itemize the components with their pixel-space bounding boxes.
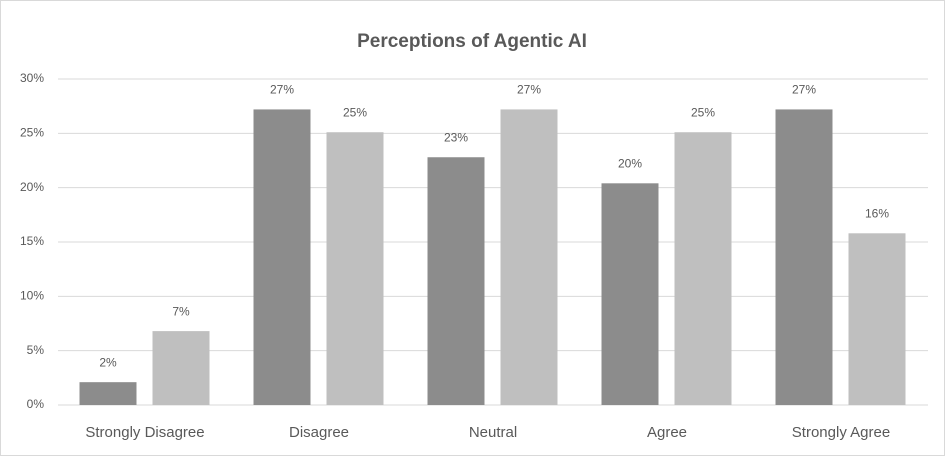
- x-tick-label: Agree: [647, 424, 687, 441]
- y-tick-label: 5%: [27, 343, 45, 357]
- value-label: 27%: [792, 83, 816, 97]
- x-tick-label: Strongly Disagree: [85, 424, 204, 441]
- y-tick-label: 0%: [27, 397, 45, 411]
- y-tick-label: 10%: [20, 289, 44, 303]
- value-label: 16%: [865, 206, 889, 220]
- bar: [674, 132, 732, 405]
- bar: [848, 233, 906, 405]
- y-tick-label: 20%: [20, 180, 44, 194]
- value-label: 25%: [343, 105, 367, 119]
- value-label: 27%: [517, 83, 541, 97]
- value-label: 2%: [99, 355, 117, 369]
- bar: [775, 109, 833, 405]
- value-label: 23%: [444, 130, 468, 144]
- y-tick-label: 30%: [20, 71, 44, 85]
- bar: [427, 157, 485, 405]
- y-tick-label: 25%: [20, 126, 44, 140]
- x-tick-label: Strongly Agree: [792, 424, 890, 441]
- y-tick-label: 15%: [20, 234, 44, 248]
- x-tick-label: Disagree: [289, 424, 349, 441]
- bar: [326, 132, 384, 405]
- bar: [152, 331, 210, 405]
- value-label: 7%: [172, 304, 190, 318]
- bar: [500, 109, 558, 405]
- value-label: 27%: [270, 83, 294, 97]
- chart-title: Perceptions of Agentic AI: [357, 31, 587, 52]
- value-label: 25%: [691, 105, 715, 119]
- bar: [601, 183, 659, 405]
- bar: [253, 109, 311, 405]
- value-label: 20%: [618, 156, 642, 170]
- x-tick-label: Neutral: [469, 424, 517, 441]
- bar: [79, 382, 137, 405]
